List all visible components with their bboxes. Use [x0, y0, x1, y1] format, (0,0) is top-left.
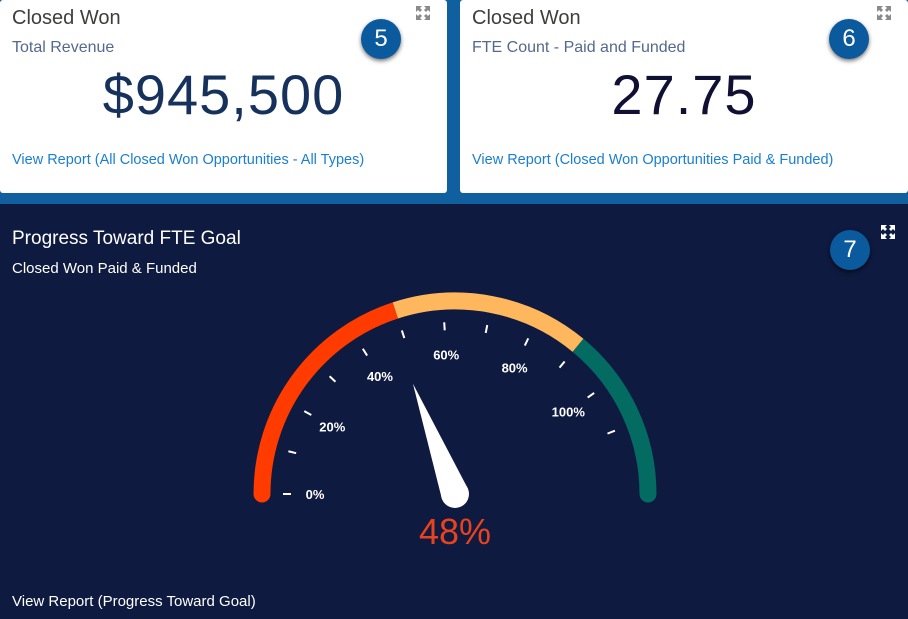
gauge-tick-label: 100% [552, 405, 586, 420]
gauge-tick-label: 0% [306, 487, 325, 502]
view-report-link[interactable]: View Report (All Closed Won Opportunitie… [12, 152, 365, 168]
gauge-needle [412, 383, 469, 499]
closed-won-fte-card: Closed Won FTE Count - Paid and Funded 2… [460, 0, 908, 193]
gauge-tick-label: 20% [319, 420, 345, 435]
gauge-band-1 [392, 292, 584, 352]
expand-icon[interactable] [415, 5, 431, 21]
gauge-tick [558, 360, 566, 369]
panel-subtitle: Closed Won Paid & Funded [12, 260, 197, 277]
closed-won-revenue-card: Closed Won Total Revenue $945,500 View R… [0, 0, 447, 193]
gauge-tick-label: 60% [433, 347, 459, 362]
gauge-tick [587, 392, 595, 399]
progress-gauge: 0% 20% 40% 60% 80% 100% 48% [253, 292, 657, 552]
gauge-value-label: 48% [419, 511, 491, 552]
card-subtitle: FTE Count - Paid and Funded [472, 39, 686, 56]
gauge-tick [523, 337, 530, 347]
fte-goal-gauge-panel: Progress Toward FTE Goal Closed Won Paid… [0, 204, 908, 619]
gauge-tick [303, 410, 312, 416]
gauge-band-cap-end [639, 485, 657, 503]
expand-icon[interactable] [876, 5, 892, 21]
gauge-tick-label: 80% [502, 360, 528, 375]
step-badge: 6 [829, 19, 869, 59]
gauge-tick [288, 450, 297, 455]
total-revenue-metric: $945,500 [102, 63, 345, 126]
card-title: Closed Won [12, 7, 121, 29]
gauge-tick [443, 322, 446, 331]
card-subtitle: Total Revenue [12, 39, 115, 56]
gauge-tick [328, 375, 337, 383]
gauge-tick [361, 348, 368, 357]
gauge-tick [607, 429, 616, 435]
gauge-tick [400, 330, 406, 339]
fte-count-metric: 27.75 [611, 63, 757, 126]
gauge-needle-hub [441, 480, 469, 508]
expand-icon[interactable] [880, 224, 896, 240]
card-title: Closed Won [472, 7, 581, 29]
panel-title: Progress Toward FTE Goal [12, 228, 241, 249]
step-badge: 7 [830, 230, 870, 270]
view-report-link[interactable]: View Report (Progress Toward Goal) [12, 593, 256, 610]
step-badge: 5 [361, 19, 401, 59]
gauge-band-0 [253, 302, 399, 495]
gauge-band-2 [572, 338, 657, 495]
gauge-band-cap-start [253, 485, 271, 503]
gauge-tick-label: 40% [367, 369, 393, 384]
gauge-tick [484, 324, 489, 334]
view-report-link[interactable]: View Report (Closed Won Opportunities Pa… [472, 152, 834, 168]
